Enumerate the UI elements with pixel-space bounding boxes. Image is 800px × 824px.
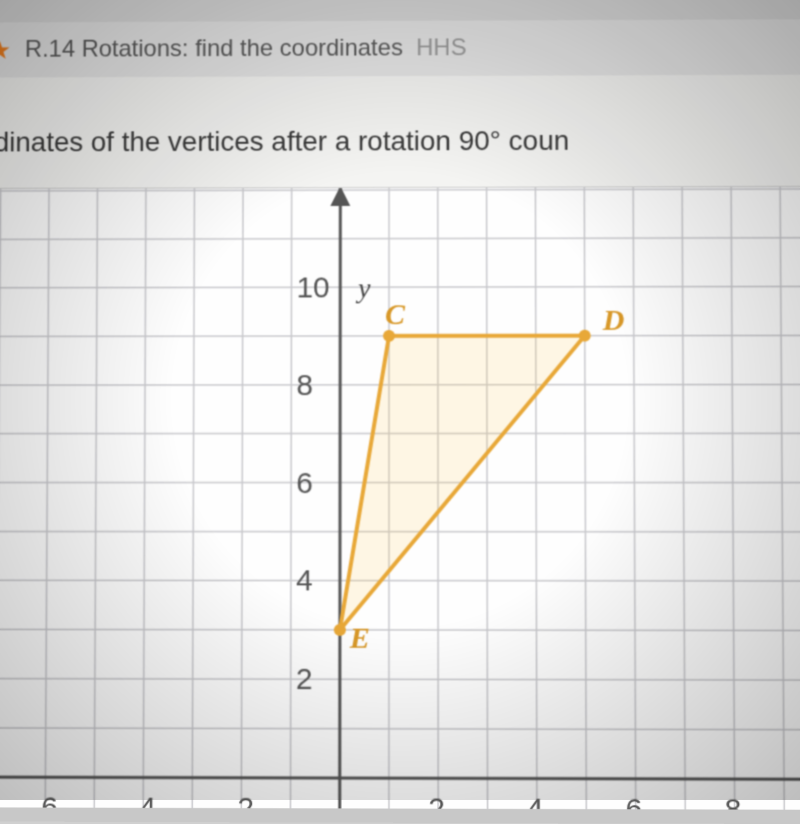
x-axis (0, 777, 800, 779)
svg-text:6: 6 (626, 793, 643, 810)
svg-text:E: E (349, 622, 370, 655)
svg-text:8: 8 (296, 369, 313, 402)
svg-text:4: 4 (296, 564, 313, 597)
svg-text:4: 4 (527, 793, 544, 810)
svg-text:-4: -4 (129, 791, 156, 809)
question-text: oordinates of the vertices after a rotat… (0, 124, 800, 158)
breadcrumb-bar: ★ R.14 Rotations: find the coordinates H… (0, 19, 800, 78)
svg-text:2: 2 (428, 792, 445, 810)
question-region: oordinates of the vertices after a rotat… (0, 75, 800, 189)
svg-text:10: 10 (296, 271, 329, 304)
axis-labels: y (355, 273, 371, 304)
screen: ★ R.14 Rotations: find the coordinates H… (0, 0, 800, 824)
browser-tab-bar (0, 0, 800, 23)
svg-text:C: C (385, 298, 406, 331)
breadcrumb-title[interactable]: R.14 Rotations: find the coordinates HHS (25, 34, 467, 63)
y-axis (340, 188, 341, 808)
svg-text:-2: -2 (227, 792, 254, 810)
triangle-cde: C D E (334, 298, 626, 656)
star-icon[interactable]: ★ (0, 35, 11, 66)
svg-text:y: y (355, 273, 371, 304)
svg-text:D: D (602, 304, 625, 337)
breadcrumb-suffix: HHS (416, 34, 466, 61)
svg-text:-6: -6 (31, 791, 58, 810)
coordinate-graph: CDE 246810-8-6-4-2246810 y (0, 186, 800, 810)
svg-text:2: 2 (296, 663, 313, 696)
svg-text:8: 8 (725, 793, 742, 810)
svg-text:6: 6 (296, 466, 313, 499)
